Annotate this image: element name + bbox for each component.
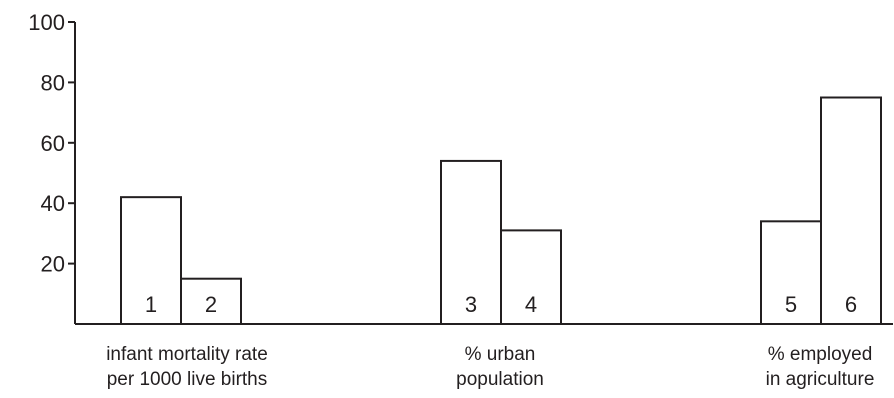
category-label: population <box>456 369 544 390</box>
y-tick-label: 60 <box>41 131 65 156</box>
y-tick-label: 40 <box>41 191 65 216</box>
bar <box>820 96 882 325</box>
y-tick-label: 20 <box>41 252 65 277</box>
bar-number-label: 6 <box>845 292 857 317</box>
bar <box>760 220 822 326</box>
bar <box>500 229 562 326</box>
category-label: % employed <box>768 344 873 365</box>
bar-number-label: 5 <box>785 292 797 317</box>
y-tick-label: 80 <box>41 70 65 95</box>
bar <box>440 159 502 325</box>
bars: 1 2 3 4 5 6 <box>120 96 882 326</box>
category-labels: infant mortality rate per 1000 live birth… <box>106 344 874 390</box>
category-label: infant mortality rate <box>106 344 268 365</box>
category-label: % urban <box>465 344 536 365</box>
bar <box>180 277 242 326</box>
y-tick-label: 100 <box>28 10 65 35</box>
category-label: per 1000 live births <box>107 369 268 390</box>
bar-number-label: 3 <box>465 292 477 317</box>
bar-number-label: 1 <box>145 292 157 317</box>
bar-number-label: 2 <box>205 292 217 317</box>
bar-number-label: 4 <box>525 292 537 317</box>
category-label: in agriculture <box>766 369 875 390</box>
bar <box>120 196 182 325</box>
